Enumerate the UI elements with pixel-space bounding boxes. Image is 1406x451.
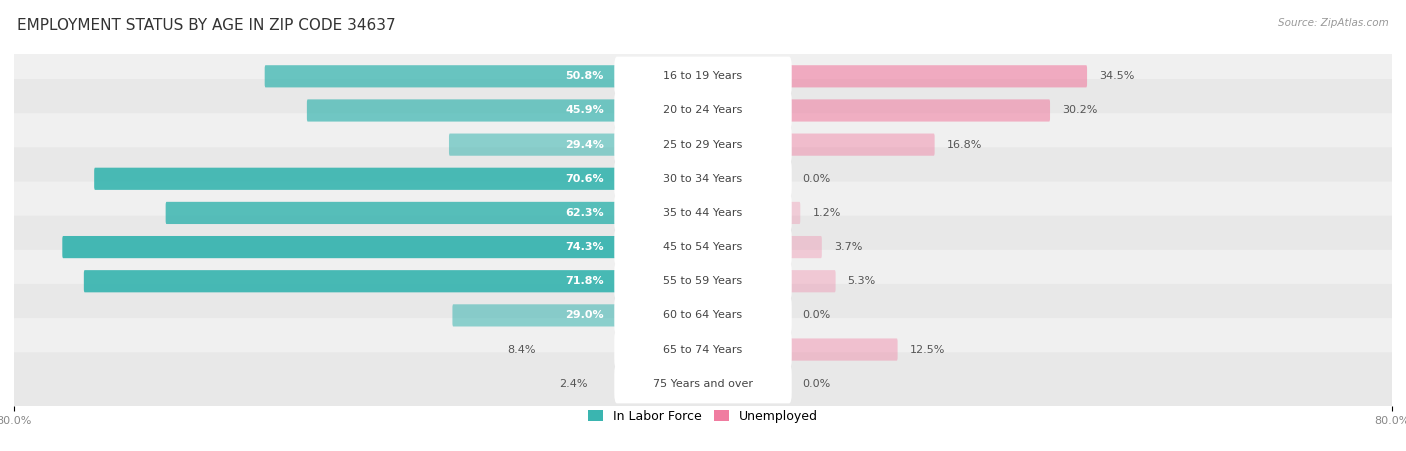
FancyBboxPatch shape (94, 168, 617, 190)
Text: 0.0%: 0.0% (801, 379, 831, 389)
Text: 45.9%: 45.9% (565, 106, 605, 115)
Text: 45 to 54 Years: 45 to 54 Years (664, 242, 742, 252)
Text: 5.3%: 5.3% (848, 276, 876, 286)
Text: 29.0%: 29.0% (565, 310, 605, 320)
Text: 2.4%: 2.4% (560, 379, 588, 389)
FancyBboxPatch shape (307, 99, 617, 122)
Text: EMPLOYMENT STATUS BY AGE IN ZIP CODE 34637: EMPLOYMENT STATUS BY AGE IN ZIP CODE 346… (17, 18, 395, 33)
FancyBboxPatch shape (617, 338, 631, 361)
FancyBboxPatch shape (614, 330, 792, 369)
FancyBboxPatch shape (10, 181, 1396, 244)
Text: 8.4%: 8.4% (508, 345, 536, 354)
Text: 20 to 24 Years: 20 to 24 Years (664, 106, 742, 115)
FancyBboxPatch shape (614, 193, 792, 233)
Text: 71.8%: 71.8% (565, 276, 605, 286)
Legend: In Labor Force, Unemployed: In Labor Force, Unemployed (583, 405, 823, 428)
FancyBboxPatch shape (614, 57, 792, 96)
Text: 60 to 64 Years: 60 to 64 Years (664, 310, 742, 320)
Text: 55 to 59 Years: 55 to 59 Years (664, 276, 742, 286)
Text: 50.8%: 50.8% (565, 71, 605, 81)
Text: 65 to 74 Years: 65 to 74 Years (664, 345, 742, 354)
FancyBboxPatch shape (453, 304, 617, 327)
FancyBboxPatch shape (614, 227, 792, 267)
Text: 30.2%: 30.2% (1062, 106, 1098, 115)
Text: 25 to 29 Years: 25 to 29 Years (664, 140, 742, 150)
FancyBboxPatch shape (614, 364, 792, 403)
Text: 29.4%: 29.4% (565, 140, 605, 150)
Text: Source: ZipAtlas.com: Source: ZipAtlas.com (1278, 18, 1389, 28)
Text: 0.0%: 0.0% (801, 174, 831, 184)
FancyBboxPatch shape (10, 45, 1396, 108)
FancyBboxPatch shape (84, 270, 617, 292)
FancyBboxPatch shape (10, 79, 1396, 142)
Text: 34.5%: 34.5% (1099, 71, 1135, 81)
FancyBboxPatch shape (789, 236, 823, 258)
FancyBboxPatch shape (10, 216, 1396, 279)
Text: 62.3%: 62.3% (565, 208, 605, 218)
FancyBboxPatch shape (614, 125, 792, 164)
Text: 1.2%: 1.2% (813, 208, 841, 218)
FancyBboxPatch shape (264, 65, 617, 87)
FancyBboxPatch shape (449, 133, 617, 156)
FancyBboxPatch shape (10, 318, 1396, 381)
FancyBboxPatch shape (614, 296, 792, 335)
FancyBboxPatch shape (614, 262, 792, 301)
Text: 74.3%: 74.3% (565, 242, 605, 252)
FancyBboxPatch shape (10, 113, 1396, 176)
FancyBboxPatch shape (789, 270, 835, 292)
FancyBboxPatch shape (617, 373, 682, 395)
FancyBboxPatch shape (789, 65, 1087, 87)
FancyBboxPatch shape (10, 250, 1396, 313)
FancyBboxPatch shape (789, 133, 935, 156)
Text: 3.7%: 3.7% (834, 242, 862, 252)
FancyBboxPatch shape (62, 236, 617, 258)
FancyBboxPatch shape (166, 202, 617, 224)
FancyBboxPatch shape (614, 159, 792, 198)
Text: 12.5%: 12.5% (910, 345, 945, 354)
FancyBboxPatch shape (10, 284, 1396, 347)
FancyBboxPatch shape (10, 352, 1396, 415)
Text: 16.8%: 16.8% (946, 140, 981, 150)
Text: 75 Years and over: 75 Years and over (652, 379, 754, 389)
Text: 16 to 19 Years: 16 to 19 Years (664, 71, 742, 81)
Text: 35 to 44 Years: 35 to 44 Years (664, 208, 742, 218)
FancyBboxPatch shape (10, 147, 1396, 210)
FancyBboxPatch shape (789, 202, 800, 224)
FancyBboxPatch shape (789, 338, 897, 361)
FancyBboxPatch shape (789, 99, 1050, 122)
Text: 30 to 34 Years: 30 to 34 Years (664, 174, 742, 184)
Text: 0.0%: 0.0% (801, 310, 831, 320)
Text: 70.6%: 70.6% (565, 174, 605, 184)
FancyBboxPatch shape (614, 91, 792, 130)
